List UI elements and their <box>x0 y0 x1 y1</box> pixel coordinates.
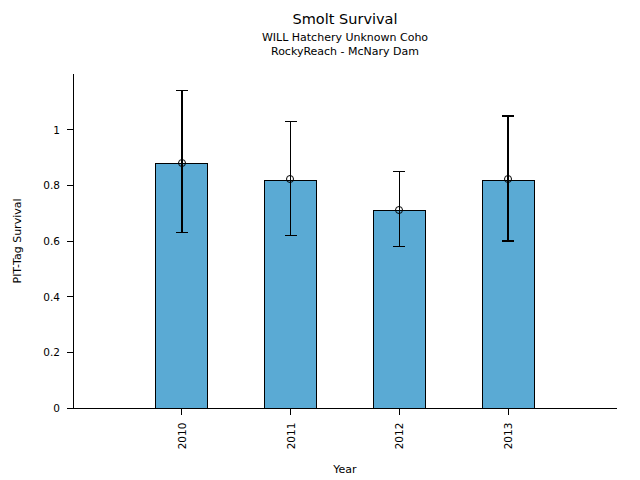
x-tick-label: 2011 <box>285 423 297 450</box>
chart-figure: Smolt Survival WILL Hatchery Unknown Coh… <box>0 0 640 480</box>
y-tick-mark <box>67 185 73 186</box>
error-bar-cap-bottom <box>393 246 405 248</box>
point-estimate-marker <box>178 159 186 167</box>
error-bar-cap-top <box>393 171 405 173</box>
error-bar-cap-bottom <box>176 232 188 234</box>
plot-area: 0 0.2 0.4 0.6 0.8 1 2010 2011 2012 2013 <box>0 0 640 480</box>
y-tick-mark <box>67 352 73 353</box>
y-tick-mark <box>67 129 73 130</box>
y-tick-label: 1 <box>0 124 60 136</box>
y-tick-mark <box>67 408 73 409</box>
x-tick-label: 2013 <box>502 423 514 450</box>
x-tick-mark <box>399 409 400 415</box>
y-tick-label: 0.2 <box>0 346 60 358</box>
error-bar-cap-top <box>502 115 514 117</box>
x-tick-label: 2010 <box>176 423 188 450</box>
x-tick-mark <box>290 409 291 415</box>
error-bar-cap-top <box>285 121 297 123</box>
error-bar-cap-bottom <box>502 240 514 242</box>
y-tick-label: 0.4 <box>0 291 60 303</box>
error-bar-cap-top <box>176 90 188 92</box>
y-tick-label: 0 <box>0 402 60 414</box>
y-tick-label: 0.8 <box>0 179 60 191</box>
x-tick-mark <box>508 409 509 415</box>
x-tick-mark <box>181 409 182 415</box>
y-tick-mark <box>67 241 73 242</box>
x-tick-label: 2012 <box>393 423 405 450</box>
y-tick-mark <box>67 296 73 297</box>
y-tick-label: 0.6 <box>0 235 60 247</box>
error-bar-cap-bottom <box>285 235 297 237</box>
